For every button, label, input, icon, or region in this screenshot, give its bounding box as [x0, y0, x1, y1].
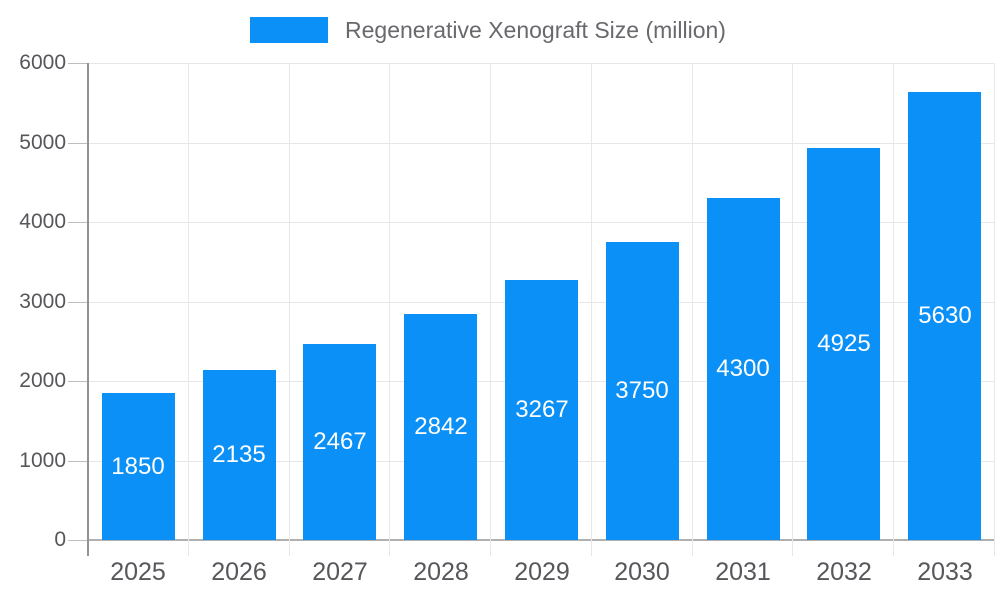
bar[interactable]: [404, 314, 477, 540]
bar[interactable]: [303, 344, 376, 540]
bar[interactable]: [203, 370, 276, 540]
y-tick-label: 1000: [19, 448, 66, 472]
gridline-vertical: [792, 63, 793, 556]
y-tick-label: 2000: [19, 369, 66, 392]
x-tick-label: 2025: [110, 558, 166, 586]
x-axis-baseline: [88, 539, 995, 541]
gridline-vertical: [994, 63, 995, 556]
bar[interactable]: [102, 393, 175, 540]
bar-value-label: 3267: [515, 396, 569, 423]
gridline-vertical: [692, 63, 693, 556]
x-tick-label: 2033: [917, 558, 973, 586]
gridline-vertical: [893, 63, 894, 556]
gridline-vertical: [490, 63, 491, 556]
bar[interactable]: [505, 280, 578, 540]
x-tick-label: 2029: [514, 558, 570, 586]
x-tick-label: 2032: [816, 558, 872, 586]
bar-value-label: 4300: [716, 355, 770, 382]
x-tick-label: 2026: [211, 558, 267, 586]
gridline-vertical: [591, 63, 592, 556]
bar-value-label: 2135: [212, 441, 266, 468]
bar[interactable]: [908, 92, 981, 540]
y-axis-tick: [68, 222, 88, 223]
y-tick-label: 0: [54, 528, 66, 551]
bar-value-label: 1850: [111, 453, 165, 480]
x-tick-label: 2030: [614, 558, 670, 586]
gridline-vertical: [389, 63, 390, 556]
x-tick-label: 2031: [715, 558, 771, 586]
x-tick-label: 2027: [312, 558, 368, 586]
y-axis-tick: [68, 381, 88, 382]
legend: Regenerative Xenograft Size (million): [0, 0, 1000, 56]
y-axis-tick: [68, 142, 88, 144]
y-tick-label: 5000: [19, 130, 66, 154]
bar-value-label: 2467: [313, 428, 367, 455]
gridline-horizontal: [88, 63, 995, 64]
gridline-horizontal: [88, 222, 995, 223]
y-axis-tick: [68, 460, 88, 462]
bar[interactable]: [606, 242, 679, 540]
legend-label[interactable]: Regenerative Xenograft Size (million): [345, 17, 726, 43]
y-tick-label: 3000: [19, 289, 66, 313]
x-tick-label: 2028: [413, 558, 469, 586]
y-axis-tick: [68, 540, 88, 541]
gridline-vertical: [289, 63, 290, 556]
bar-value-label: 5630: [918, 302, 972, 329]
y-axis-tick: [68, 301, 88, 303]
legend-swatch[interactable]: [250, 17, 328, 43]
bar[interactable]: [807, 148, 880, 540]
bar-value-label: 4925: [817, 330, 871, 357]
y-tick-label: 6000: [19, 51, 66, 74]
y-axis-tick: [68, 63, 88, 64]
y-tick-label: 4000: [19, 210, 66, 233]
plot-area: 1850 2135 2467 2842 3267 3750 4300 4925 5630: [68, 63, 995, 556]
bar-value-label: 3750: [615, 377, 669, 404]
bar[interactable]: [707, 198, 780, 540]
y-axis-line: [87, 63, 89, 556]
bar-value-label: 2842: [414, 413, 468, 440]
gridline-vertical: [188, 63, 189, 556]
gridline-horizontal: [88, 142, 995, 144]
